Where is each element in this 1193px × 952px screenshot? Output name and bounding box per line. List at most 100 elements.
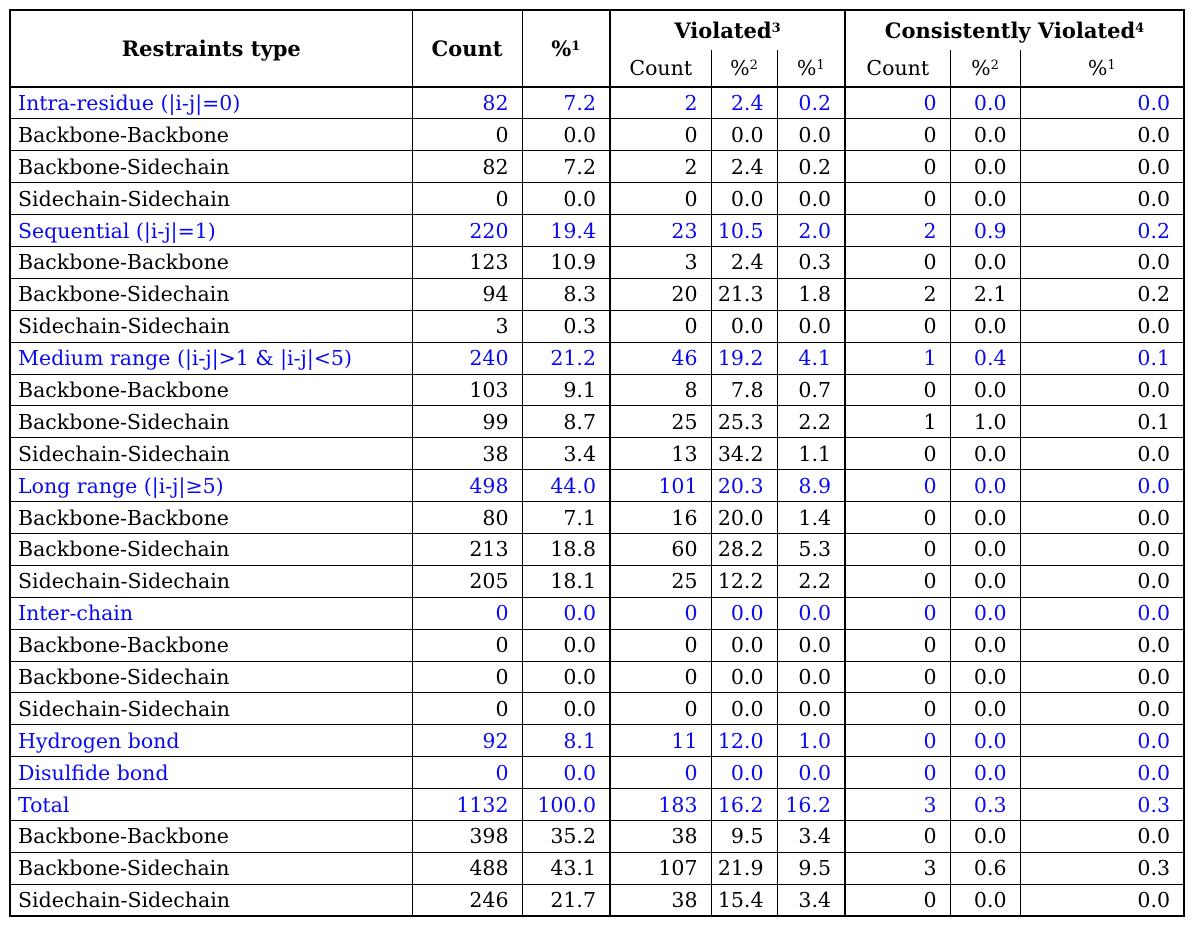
cell-violated-count: 0 bbox=[609, 756, 712, 790]
cell-violated-pct-of-total: 0.0 bbox=[776, 596, 846, 630]
cell-violated-pct: 0.0 bbox=[710, 756, 778, 790]
cell-cons-violated-pct: 0.0 bbox=[949, 501, 1021, 534]
cell-pct-of-total: 0.3 bbox=[521, 309, 611, 343]
header-restraints-type: Restraints type bbox=[9, 9, 413, 88]
cell-violated-pct-of-total: 3.4 bbox=[776, 883, 846, 917]
percent-sign: % bbox=[551, 36, 572, 61]
cell-violated-count: 0 bbox=[609, 118, 712, 152]
cell-violated-pct: 25.3 bbox=[710, 405, 778, 439]
cell-cons-violated-pct-of-total: 0.0 bbox=[1019, 469, 1185, 503]
cell-violated-pct-of-total: 0.0 bbox=[776, 660, 846, 694]
cell-restraint-type: Backbone-Sidechain bbox=[9, 277, 413, 311]
cell-cons-violated-pct: 0.0 bbox=[949, 692, 1021, 726]
cell-cons-violated-pct-of-total: 0.0 bbox=[1019, 660, 1185, 694]
table-row: Sidechain-Sidechain 205 18.1 25 12.2 2.2 0 0.0 0… bbox=[9, 564, 1185, 598]
cell-count: 0 bbox=[411, 182, 523, 216]
cell-count: 0 bbox=[411, 118, 523, 152]
cell-violated-pct-of-total: 1.4 bbox=[776, 501, 846, 534]
cell-violated-count: 101 bbox=[609, 469, 712, 503]
cell-cons-violated-pct-of-total: 0.0 bbox=[1019, 596, 1185, 630]
cell-violated-pct: 10.5 bbox=[710, 214, 778, 247]
cell-count: 398 bbox=[411, 819, 523, 853]
cell-violated-pct: 0.0 bbox=[710, 182, 778, 216]
cell-count: 1132 bbox=[411, 788, 523, 821]
table-row: Backbone-Sidechain 213 18.8 60 28.2 5.3 0 0.0 0.… bbox=[9, 532, 1185, 566]
cell-cons-violated-pct-of-total: 0.0 bbox=[1019, 309, 1185, 343]
table-row: Backbone-Sidechain 94 8.3 20 21.3 1.8 2 2.1 0.2 bbox=[9, 277, 1185, 311]
cell-count: 38 bbox=[411, 437, 523, 471]
cell-cons-violated-count: 0 bbox=[844, 469, 951, 503]
cell-cons-violated-pct: 0.0 bbox=[949, 883, 1021, 917]
cell-violated-pct: 28.2 bbox=[710, 532, 778, 566]
cell-violated-count: 0 bbox=[609, 309, 712, 343]
cell-violated-pct-of-total: 0.2 bbox=[776, 86, 846, 120]
cell-violated-pct: 19.2 bbox=[710, 341, 778, 375]
cell-violated-pct-of-total: 0.7 bbox=[776, 373, 846, 407]
subheader-cons-violated-count: Count bbox=[844, 50, 951, 88]
cell-cons-violated-pct-of-total: 0.0 bbox=[1019, 692, 1185, 726]
cell-pct-of-total: 0.0 bbox=[521, 182, 611, 216]
cell-count: 103 bbox=[411, 373, 523, 407]
cell-cons-violated-pct: 0.0 bbox=[949, 724, 1021, 758]
cell-count: 0 bbox=[411, 756, 523, 790]
cell-cons-violated-count: 0 bbox=[844, 756, 951, 790]
cell-pct-of-total: 8.1 bbox=[521, 724, 611, 758]
category-row: Long range (|i-j|≥5) 498 44.0 101 20.3 8.9 0 0.… bbox=[9, 469, 1185, 503]
footnote-marker-1: 1 bbox=[816, 58, 825, 74]
cell-cons-violated-pct-of-total: 0.0 bbox=[1019, 373, 1185, 407]
cell-violated-pct-of-total: 16.2 bbox=[776, 788, 846, 821]
cell-violated-pct-of-total: 1.0 bbox=[776, 724, 846, 758]
cell-count: 0 bbox=[411, 628, 523, 662]
cell-violated-pct-of-total: 0.0 bbox=[776, 628, 846, 662]
cell-pct-of-total: 0.0 bbox=[521, 596, 611, 630]
cell-cons-violated-pct: 0.0 bbox=[949, 437, 1021, 471]
cell-violated-count: 0 bbox=[609, 182, 712, 216]
cell-violated-pct: 21.3 bbox=[710, 277, 778, 311]
cell-cons-violated-pct-of-total: 0.0 bbox=[1019, 724, 1185, 758]
cell-violated-pct-of-total: 0.3 bbox=[776, 245, 846, 279]
cell-cons-violated-count: 1 bbox=[844, 405, 951, 439]
cell-cons-violated-pct-of-total: 0.0 bbox=[1019, 628, 1185, 662]
cell-cons-violated-pct: 0.0 bbox=[949, 309, 1021, 343]
cell-violated-pct: 2.4 bbox=[710, 150, 778, 184]
cell-cons-violated-pct: 1.0 bbox=[949, 405, 1021, 439]
cell-violated-pct-of-total: 9.5 bbox=[776, 851, 846, 885]
cell-violated-count: 25 bbox=[609, 564, 712, 598]
cell-pct-of-total: 100.0 bbox=[521, 788, 611, 821]
cell-cons-violated-pct-of-total: 0.0 bbox=[1019, 819, 1185, 853]
cell-count: 240 bbox=[411, 341, 523, 375]
cell-violated-count: 0 bbox=[609, 596, 712, 630]
cell-count: 0 bbox=[411, 660, 523, 694]
cell-cons-violated-count: 0 bbox=[844, 596, 951, 630]
table-row: Backbone-Sidechain 0 0.0 0 0.0 0.0 0 0.0 0.0 bbox=[9, 660, 1185, 694]
cell-violated-count: 38 bbox=[609, 883, 712, 917]
cell-cons-violated-pct: 0.0 bbox=[949, 245, 1021, 279]
category-row: Total 1132 100.0 183 16.2 16.2 3 0.3 0.3 bbox=[9, 788, 1185, 821]
cell-cons-violated-pct: 0.0 bbox=[949, 118, 1021, 152]
percent-sign: % bbox=[971, 56, 991, 80]
cell-cons-violated-count: 0 bbox=[844, 373, 951, 407]
cell-violated-pct: 20.3 bbox=[710, 469, 778, 503]
cell-cons-violated-count: 0 bbox=[844, 118, 951, 152]
cell-restraint-type: Medium range (|i-j|>1 & |i-j|<5) bbox=[9, 341, 413, 375]
cell-violated-pct-of-total: 3.4 bbox=[776, 819, 846, 853]
header-row-subcolumns: Count %2 %1 Count %2 %1 bbox=[10, 50, 1185, 88]
cell-violated-count: 46 bbox=[609, 341, 712, 375]
cell-violated-count: 183 bbox=[609, 788, 712, 821]
cell-violated-pct: 21.9 bbox=[710, 851, 778, 885]
cell-violated-pct-of-total: 5.3 bbox=[776, 532, 846, 566]
cell-cons-violated-pct: 0.0 bbox=[949, 564, 1021, 598]
cell-violated-pct-of-total: 0.0 bbox=[776, 692, 846, 726]
cell-violated-pct-of-total: 1.8 bbox=[776, 277, 846, 311]
cell-pct-of-total: 35.2 bbox=[521, 819, 611, 853]
footnote-marker-1: 1 bbox=[571, 39, 581, 55]
cell-pct-of-total: 7.1 bbox=[521, 501, 611, 534]
cell-violated-pct: 0.0 bbox=[710, 692, 778, 726]
cell-pct-of-total: 19.4 bbox=[521, 214, 611, 247]
table-row: Backbone-Backbone 80 7.1 16 20.0 1.4 0 0.0 0.0 bbox=[9, 501, 1185, 534]
cell-violated-pct: 34.2 bbox=[710, 437, 778, 471]
cell-cons-violated-pct: 0.4 bbox=[949, 341, 1021, 375]
cell-restraint-type: Backbone-Sidechain bbox=[9, 150, 413, 184]
cell-cons-violated-pct: 0.6 bbox=[949, 851, 1021, 885]
table-row: Sidechain-Sidechain 3 0.3 0 0.0 0.0 0 0.0 0.0 bbox=[9, 309, 1185, 343]
